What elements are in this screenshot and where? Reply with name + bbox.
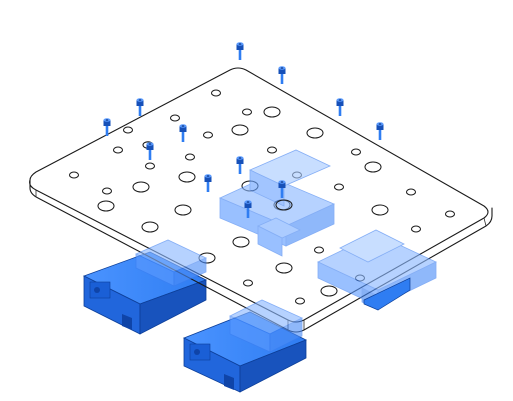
- through-hole: [231, 124, 249, 136]
- through-hole: [371, 204, 389, 216]
- socket-head-cap-screw-icon: [204, 174, 212, 192]
- bearing-housing-front: [229, 299, 303, 353]
- socket-head-cap-screw-icon: [336, 98, 344, 116]
- through-hole: [178, 171, 196, 183]
- through-hole: [202, 131, 214, 139]
- screws: [103, 42, 384, 218]
- bearing-housing-left: [135, 239, 207, 287]
- through-hole: [210, 89, 222, 97]
- socket-head-cap-screw-icon: [376, 122, 384, 140]
- through-hole: [101, 187, 113, 195]
- through-hole: [266, 146, 278, 154]
- socket-head-cap-screw-icon: [146, 142, 154, 160]
- plate-holes: [68, 89, 456, 305]
- rail-carriage-right-lower: [363, 277, 411, 311]
- through-hole: [410, 225, 422, 233]
- through-hole: [169, 114, 181, 122]
- socket-head-cap-screw-icon: [278, 180, 286, 198]
- socket-head-cap-screw-icon: [236, 156, 244, 174]
- through-hole: [275, 199, 293, 211]
- through-hole: [184, 153, 196, 161]
- bearing-housing-center: [219, 149, 335, 257]
- through-hole: [313, 246, 325, 254]
- through-hole: [141, 221, 159, 233]
- through-hole: [294, 297, 306, 305]
- socket-head-cap-screw-icon: [136, 98, 144, 116]
- socket-head-cap-screw-icon: [278, 66, 286, 84]
- through-hole: [320, 285, 338, 297]
- through-hole: [275, 262, 293, 274]
- socket-head-cap-screw-icon: [103, 118, 111, 136]
- socket-head-cap-screw-icon: [244, 200, 252, 218]
- socket-head-cap-screw-icon: [179, 124, 187, 142]
- through-hole: [122, 126, 134, 134]
- through-hole: [232, 236, 250, 248]
- through-hole: [242, 279, 254, 287]
- through-hole: [263, 106, 281, 118]
- through-hole: [144, 162, 156, 170]
- through-hole: [68, 171, 80, 179]
- socket-head-cap-screw-icon: [236, 42, 244, 60]
- through-hole: [405, 188, 417, 196]
- through-hole: [306, 127, 324, 139]
- through-hole: [174, 204, 192, 216]
- through-hole: [364, 161, 382, 173]
- through-hole: [97, 200, 115, 212]
- through-hole: [132, 181, 150, 193]
- through-hole: [350, 148, 362, 156]
- through-hole: [444, 210, 456, 218]
- through-hole: [333, 183, 345, 191]
- through-hole: [112, 146, 124, 154]
- through-hole: [241, 108, 253, 116]
